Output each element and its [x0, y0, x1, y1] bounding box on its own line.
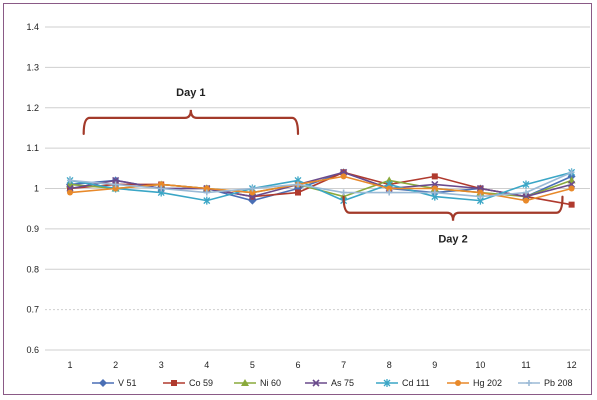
bracket-shape — [342, 195, 564, 221]
data-point-hg-202 — [112, 185, 119, 192]
data-point-pb-208 — [203, 189, 210, 196]
data-point-cd-111 — [203, 196, 211, 205]
data-point-pb-208 — [523, 189, 529, 196]
legend-label: Hg 202 — [473, 378, 502, 388]
y-tick-label: 1.3 — [26, 62, 39, 72]
series-line-hg-202 — [69, 175, 572, 202]
legend-marker — [312, 379, 320, 387]
x-tick-label: 4 — [204, 360, 209, 370]
x-tick-label: 1 — [67, 360, 72, 370]
legend-item-hg-202: Hg 202 — [447, 378, 502, 388]
data-point-hg-202 — [158, 181, 165, 188]
x-tick-label: 2 — [113, 360, 118, 370]
data-point-hg-202 — [67, 189, 73, 196]
legend-label: V 51 — [118, 378, 137, 388]
legend-label: Cd 111 — [402, 378, 430, 388]
annotation-label: Day 2 — [438, 234, 467, 246]
y-tick-label: 1.1 — [26, 143, 39, 153]
bracket-shape — [82, 109, 300, 135]
data-point-pb-208 — [477, 193, 484, 200]
x-tick-label: 7 — [341, 360, 346, 370]
legend-item-v-51: V 51 — [92, 378, 137, 388]
legend-label: As 75 — [331, 378, 354, 388]
legend-item-cd-111: Cd 111 — [376, 378, 430, 388]
legend-item-as-75: As 75 — [305, 378, 354, 388]
y-tick-label: 0.7 — [26, 305, 39, 315]
legend-item-pb-208: Pb 208 — [518, 378, 573, 388]
annotation-label: Day 1 — [176, 87, 205, 99]
legend-label: Co 59 — [189, 378, 213, 388]
data-point-hg-202 — [568, 185, 575, 192]
legend-marker — [241, 379, 249, 386]
legend-marker — [383, 379, 391, 387]
y-tick-label: 1.4 — [26, 22, 39, 32]
data-point-hg-202 — [477, 189, 484, 196]
data-point-pb-208 — [112, 181, 119, 188]
legend: V 51 Co 59 Ni 60 As 75 Cd 111 Hg 202 Pb 208 — [92, 378, 573, 388]
data-point-pb-208 — [249, 185, 256, 192]
data-point-hg-202 — [386, 185, 393, 192]
series-line-pb-208 — [69, 171, 572, 198]
data-point-pb-208 — [386, 189, 393, 196]
legend-marker — [171, 380, 177, 386]
x-tick-label: 10 — [475, 360, 485, 370]
data-point-co-59 — [568, 201, 575, 208]
y-tick-label: 1.2 — [26, 103, 39, 113]
x-tick-label: 3 — [159, 360, 164, 370]
annotation-day-2: Day 2 — [342, 195, 564, 246]
data-point-pb-208 — [340, 189, 347, 196]
data-point-hg-202 — [431, 185, 438, 192]
data-point-pb-208 — [431, 189, 438, 196]
data-point-pb-208 — [568, 169, 575, 176]
data-point-hg-202 — [203, 185, 210, 192]
data-point-pb-208 — [158, 185, 165, 192]
x-axis-ticks: 1 2 3 4 5 6 7 8 9 10 11 12 — [67, 360, 576, 370]
x-tick-label: 8 — [387, 360, 392, 370]
legend-item-co-59: Co 59 — [163, 378, 213, 388]
x-tick-label: 9 — [432, 360, 437, 370]
annotations: Day 1 Day 2 — [82, 87, 564, 246]
annotation-day-1: Day 1 — [82, 87, 300, 135]
data-point-co-59 — [295, 189, 301, 196]
legend-marker — [455, 380, 461, 386]
x-tick-label: 6 — [295, 360, 300, 370]
series-pb-208 — [67, 169, 575, 200]
x-tick-label: 5 — [250, 360, 255, 370]
series-layer — [66, 168, 576, 208]
series-line-cd-111 — [69, 171, 572, 202]
series-hg-202 — [67, 173, 575, 204]
y-axis-ticks: 0.6 0.7 0.8 0.9 1 1.1 1.2 1.3 1.4 — [26, 22, 39, 355]
y-tick-label: 0.8 — [26, 264, 39, 274]
legend-marker — [99, 379, 107, 387]
legend-item-ni-60: Ni 60 — [234, 378, 281, 388]
data-point-co-59 — [431, 173, 438, 180]
y-tick-label: 0.6 — [26, 345, 39, 355]
y-tick-label: 1 — [34, 184, 39, 194]
data-point-hg-202 — [249, 189, 256, 196]
legend-marker — [526, 380, 532, 386]
legend-label: Ni 60 — [260, 378, 281, 388]
data-point-hg-202 — [523, 197, 529, 204]
data-point-pb-208 — [295, 181, 301, 188]
data-point-hg-202 — [340, 173, 347, 180]
y-tick-label: 0.9 — [26, 224, 39, 234]
legend-label: Pb 208 — [544, 378, 573, 388]
data-point-as-75 — [112, 176, 120, 184]
x-tick-label: 12 — [567, 360, 577, 370]
data-point-cd-111 — [522, 180, 530, 189]
x-tick-label: 11 — [521, 360, 530, 370]
data-point-pb-208 — [67, 177, 73, 184]
